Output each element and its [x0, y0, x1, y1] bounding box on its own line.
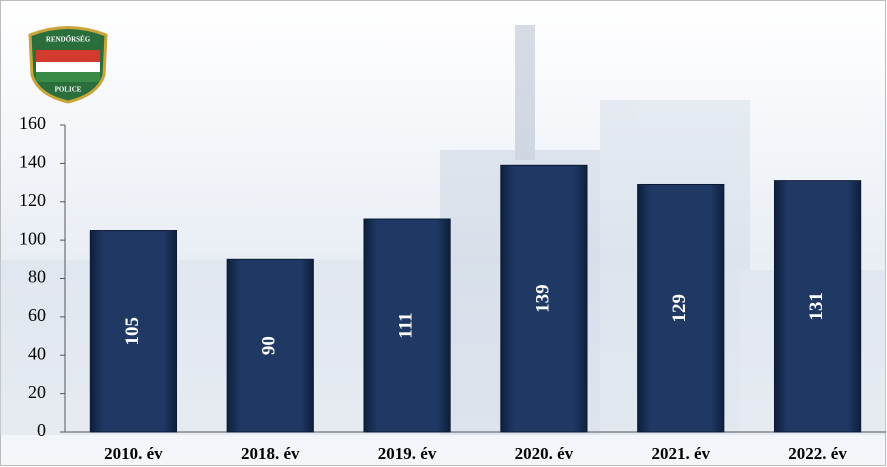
logo-bottom: POLICE [55, 86, 82, 94]
bar [500, 164, 588, 433]
y-tick-label: 0 [37, 420, 46, 440]
x-tick-label: 2021. év [651, 444, 710, 463]
data-label: 129 [669, 294, 690, 323]
x-tick-label: 2022. év [788, 444, 847, 463]
data-label: 139 [532, 284, 553, 313]
y-tick-label: 60 [28, 305, 46, 325]
bar [773, 180, 862, 433]
police-logo: RENDŐRSÉG POLICE [28, 26, 108, 104]
y-tick-label: 120 [19, 190, 46, 210]
y-tick-label: 100 [19, 228, 46, 248]
data-label: 105 [122, 317, 143, 346]
bar [363, 218, 451, 433]
x-tick-label: 2010. év [104, 444, 163, 463]
bar [637, 183, 725, 433]
y-tick-label: 140 [19, 152, 46, 172]
logo-top: RENDŐRSÉG [46, 36, 91, 44]
bar [226, 258, 314, 433]
y-tick-label: 20 [28, 382, 46, 402]
y-tick-label: 40 [28, 343, 46, 363]
x-tick-label: 2019. év [378, 444, 437, 463]
x-tick-label: 2020. év [515, 444, 574, 463]
data-label: 131 [806, 292, 827, 321]
data-label: 111 [395, 312, 416, 338]
data-label: 90 [259, 336, 280, 355]
y-tick-label: 160 [19, 113, 46, 133]
bar [89, 230, 178, 433]
x-tick-label: 2018. év [241, 444, 300, 463]
y-tick-label: 80 [28, 267, 46, 287]
